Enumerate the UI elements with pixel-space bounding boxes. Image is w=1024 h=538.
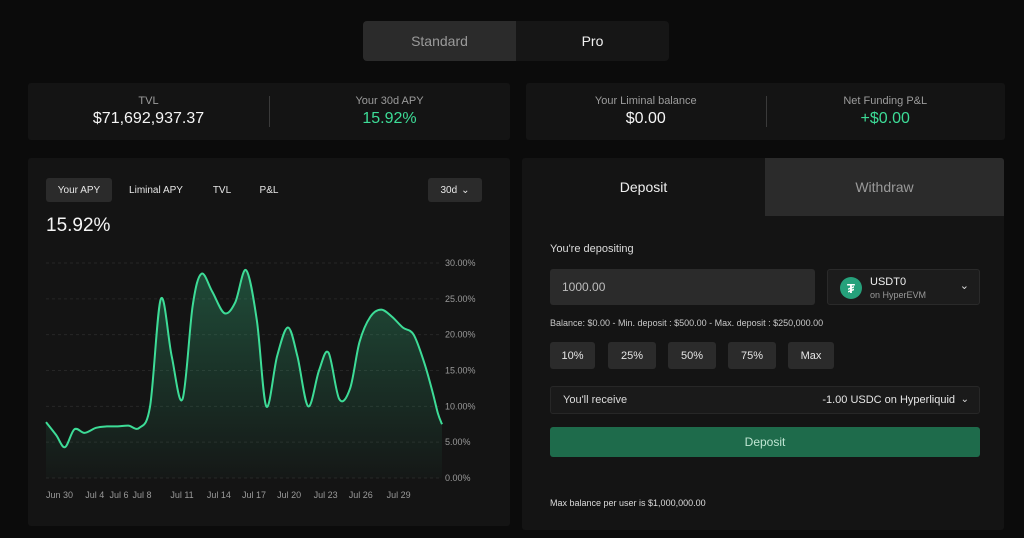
x-tick-label: Jul 23 [314, 490, 338, 500]
range-select-label: 30d [440, 184, 458, 196]
percent-75-button[interactable]: 75% [728, 342, 776, 369]
deposit-button[interactable]: Deposit [550, 427, 980, 457]
apy-area-fill [46, 269, 442, 478]
tvl-label: TVL [138, 95, 159, 107]
chart-headline-value: 15.92% [46, 215, 111, 236]
receive-label: You'll receive [563, 394, 628, 406]
chevron-down-icon: ⌄ [461, 184, 470, 196]
apy-value: 15.92% [362, 110, 417, 127]
tab-deposit[interactable]: Deposit [619, 179, 668, 195]
tether-logo-icon: ₮ [840, 277, 862, 299]
y-tick-label: 10.00% [445, 401, 476, 411]
x-tick-label: Jul 8 [132, 490, 151, 500]
apy-label: Your 30d APY [355, 95, 424, 107]
deposit-panel: Deposit Withdraw You're depositing ₮ USD… [522, 158, 1004, 530]
y-tick-label: 30.00% [445, 258, 476, 268]
y-tick-label: 0.00% [445, 473, 471, 483]
receive-value: -1.00 USDC on Hyperliquid [822, 394, 955, 406]
pnl-value: +$0.00 [860, 110, 910, 127]
balance-value: $0.00 [625, 110, 666, 127]
y-tick-label: 5.00% [445, 437, 471, 447]
user-stats-card: Your Liminal balance $0.00 Net Funding P… [526, 83, 1005, 140]
y-tick-label: 25.00% [445, 294, 476, 304]
x-tick-label: Jul 26 [349, 490, 373, 500]
pnl-label: Net Funding P&L [843, 95, 928, 107]
mode-toggle: Standard Pro [363, 21, 669, 61]
balance-stat: Your Liminal balance $0.00 [526, 83, 766, 140]
percent-10-button[interactable]: 10% [550, 342, 595, 369]
x-tick-label: Jul 17 [242, 490, 266, 500]
chart-panel: 30.00% 25.00% 20.00% 15.00% 10.00% 5.00% 0.00%… [28, 158, 510, 526]
balance-label: Your Liminal balance [594, 95, 697, 107]
vault-stats-card: TVL $71,692,937.37 Your 30d APY 15.92% [28, 83, 510, 140]
percent-50-button[interactable]: 50% [668, 342, 716, 369]
receive-select[interactable]: You'll receive -1.00 USDC on Hyperliquid… [550, 386, 980, 414]
x-tick-label: Jun 30 [46, 490, 73, 500]
depositing-label: You're depositing [550, 243, 634, 255]
tvl-stat: TVL $71,692,937.37 [28, 83, 269, 140]
apy-stat: Your 30d APY 15.92% [269, 83, 510, 140]
range-select[interactable]: 30d ⌄ [428, 178, 482, 202]
pnl-stat: Net Funding P&L +$0.00 [765, 83, 1006, 140]
chart-tab-tvl[interactable]: TVL [212, 184, 232, 196]
chevron-down-icon: ⌄ [960, 394, 969, 405]
y-tick-label: 15.00% [445, 366, 476, 376]
chevron-down-icon: ⌄ [959, 280, 969, 292]
percent-25-button[interactable]: 25% [608, 342, 656, 369]
mode-pro-button[interactable]: Pro [581, 33, 604, 49]
chart-tab-pnl[interactable]: P&L [259, 184, 279, 196]
token-name: USDT0 [870, 276, 907, 288]
x-tick-label: Jul 6 [110, 490, 129, 500]
percent-max-button[interactable]: Max [788, 342, 834, 369]
token-select[interactable]: ₮ USDT0 on HyperEVM ⌄ [827, 269, 980, 305]
apy-chart: 30.00% 25.00% 20.00% 15.00% 10.00% 5.00% 0.00%… [45, 258, 476, 500]
tvl-value: $71,692,937.37 [92, 110, 205, 127]
x-tick-label: Jul 4 [85, 490, 104, 500]
mode-standard-button[interactable]: Standard [363, 21, 516, 61]
x-tick-label: Jul 11 [170, 490, 193, 500]
token-network: on HyperEVM [870, 290, 927, 300]
x-tick-label: Jul 20 [277, 490, 301, 500]
amount-input[interactable] [550, 269, 815, 305]
x-tick-label: Jul 14 [207, 490, 231, 500]
x-tick-label: Jul 29 [387, 490, 411, 500]
y-tick-label: 20.00% [445, 330, 476, 340]
max-balance-note: Max balance per user is $1,000,000.00 [550, 498, 706, 508]
chart-tab-liminal-apy[interactable]: Liminal APY [129, 184, 183, 196]
chart-tab-your-apy[interactable]: Your APY [46, 178, 112, 202]
balance-info: Balance: $0.00 - Min. deposit : $500.00 … [550, 318, 824, 328]
tab-withdraw[interactable]: Withdraw [765, 158, 1004, 216]
apy-series-line [45, 269, 443, 449]
